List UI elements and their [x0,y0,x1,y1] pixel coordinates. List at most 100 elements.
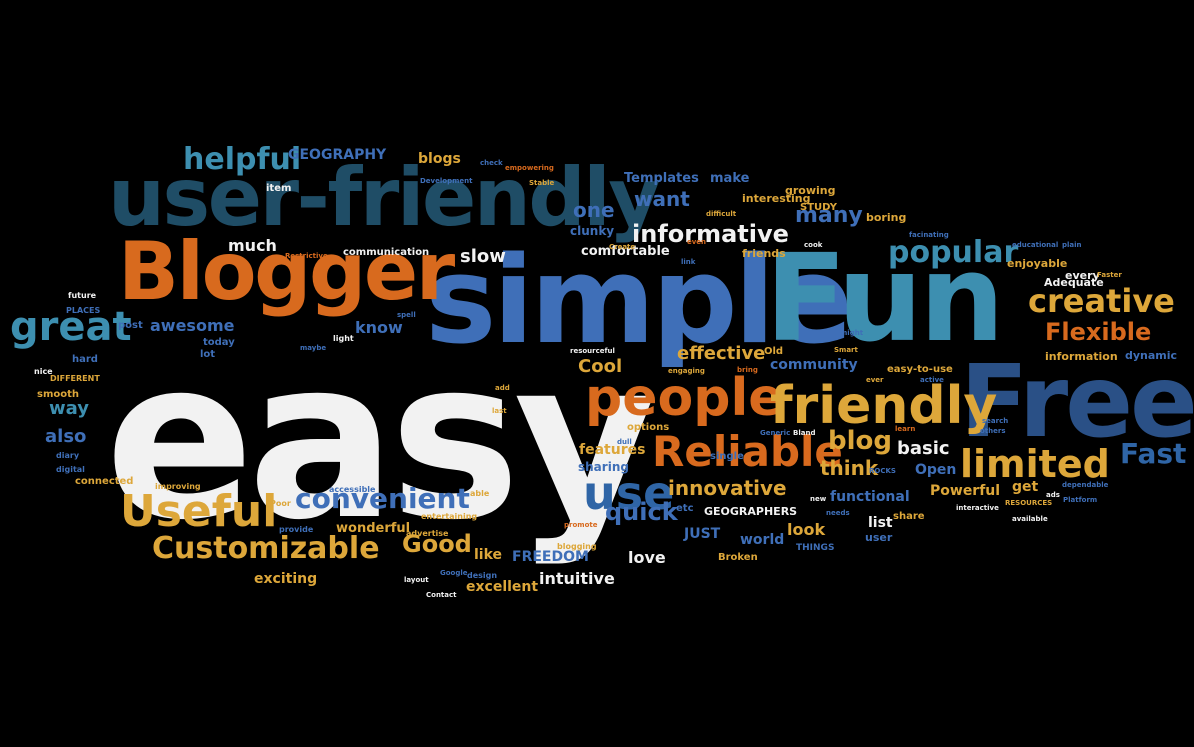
word-clunky: clunky [570,224,615,238]
word-maybe: maybe [300,344,327,352]
word-features: features [579,442,646,458]
word-fun: Fun [765,230,1005,369]
word-add: add [495,384,510,392]
word-ever: ever [866,376,884,384]
word-exciting: exciting [254,571,318,587]
word-smart: Smart [834,346,858,354]
word-different: DIFFERENT [50,374,100,383]
word-geography: GEOGRAPHY [288,147,387,163]
word-awesome: awesome [150,316,235,335]
word-others: others [980,427,1006,435]
word-templates: Templates [624,171,699,186]
word-good: Good [402,530,472,558]
word-reliable: Reliable [652,427,843,476]
word-flexible: Flexible [1045,318,1152,346]
word-item: item [266,183,292,194]
word-post: post [118,320,143,331]
word-smooth: smooth [37,389,80,400]
word-future: future [68,291,97,300]
word-improving: improving [155,482,201,491]
word-informative: informative [632,220,789,248]
word-just: JUST [684,526,721,542]
word-basic: basic [897,438,950,459]
word-link: link [681,258,696,266]
word-new: new [810,495,827,503]
word-limited: limited [960,442,1110,486]
word-places: PLACES [66,306,101,315]
word-great: great [10,304,132,350]
word-fast: Fast [1120,437,1187,470]
word-helpful: helpful [183,142,302,177]
word-cool: Cool [578,356,623,377]
word-growing: growing [785,184,836,197]
word-even: even [687,238,707,246]
word-dependable: dependable [1062,481,1109,489]
word-generic: Generic [760,429,791,437]
word-excellent: excellent [466,579,539,595]
word-blogging: blogging [557,542,597,551]
word-wonderful: wonderful [336,521,411,536]
word-light: light [333,334,354,343]
word-information: information [1045,350,1118,363]
word-promote: promote [564,521,598,529]
word-facinating: facinating [909,231,949,239]
word-design: design [467,571,498,580]
word-think: think [820,456,879,480]
word-rocks: ROCKS [869,467,896,475]
word-look: look [787,520,826,539]
word-create: Create [609,243,636,251]
word-want: want [634,187,690,211]
word-one: one [573,198,615,222]
word-open: Open [915,462,957,478]
word-learn: learn [895,425,916,433]
word-know: know [355,318,403,337]
word-resourceful: resourceful [570,347,615,355]
word-like: like [474,547,503,563]
word-simple: simple [425,232,853,371]
word-empowering: empowering [505,164,554,172]
word-nice: nice [34,367,53,376]
word-interesting: interesting [742,192,811,205]
word-available: available [1012,515,1048,523]
word-development: Development [420,177,473,185]
word-intuitive: intuitive [539,569,615,588]
word-connected: connected [75,476,134,487]
word-broken: Broken [718,552,758,563]
word-creative: creative [1028,282,1175,320]
word-entertaining: entertaining [421,512,478,521]
word-advertise: advertise [406,529,449,538]
word-use: use [583,466,675,520]
word-restrictive: Restrictive [285,252,328,260]
word-things: THINGS [796,543,835,553]
word-functional: functional [830,489,910,505]
word-blog: blog [828,426,892,456]
word-slow: slow [460,246,506,267]
word-adequate: Adequate [1044,276,1104,289]
word-active: active [920,376,944,384]
word-effective: effective [677,343,766,364]
word-bring: bring [737,366,758,374]
word-engaging: engaging [668,367,705,375]
word-needs: needs [826,509,850,517]
word-comfortable: comfortable [581,244,670,259]
word-customizable: Customizable [152,531,380,566]
word-blogs: blogs [418,151,461,167]
word-easy: easy [105,312,657,568]
word-way: way [49,398,89,419]
word-quick: quick [605,498,678,526]
word-plain: plain [1062,241,1082,249]
word-lot: lot [200,349,216,360]
word-user-friendly: user-friendly [108,151,660,244]
word-friendly: friendly [770,376,998,436]
word-resources: RESOURCES [1005,499,1053,507]
word-make: make [710,171,750,186]
word-poor: Poor [270,499,291,508]
word-community: community [770,357,858,373]
word-useful: Useful [120,486,278,537]
word-love: love [628,548,666,567]
word-might: might [840,329,864,337]
word-world: world [740,532,785,548]
word-contact: Contact [426,591,457,599]
word-difficult: difficult [706,210,737,218]
